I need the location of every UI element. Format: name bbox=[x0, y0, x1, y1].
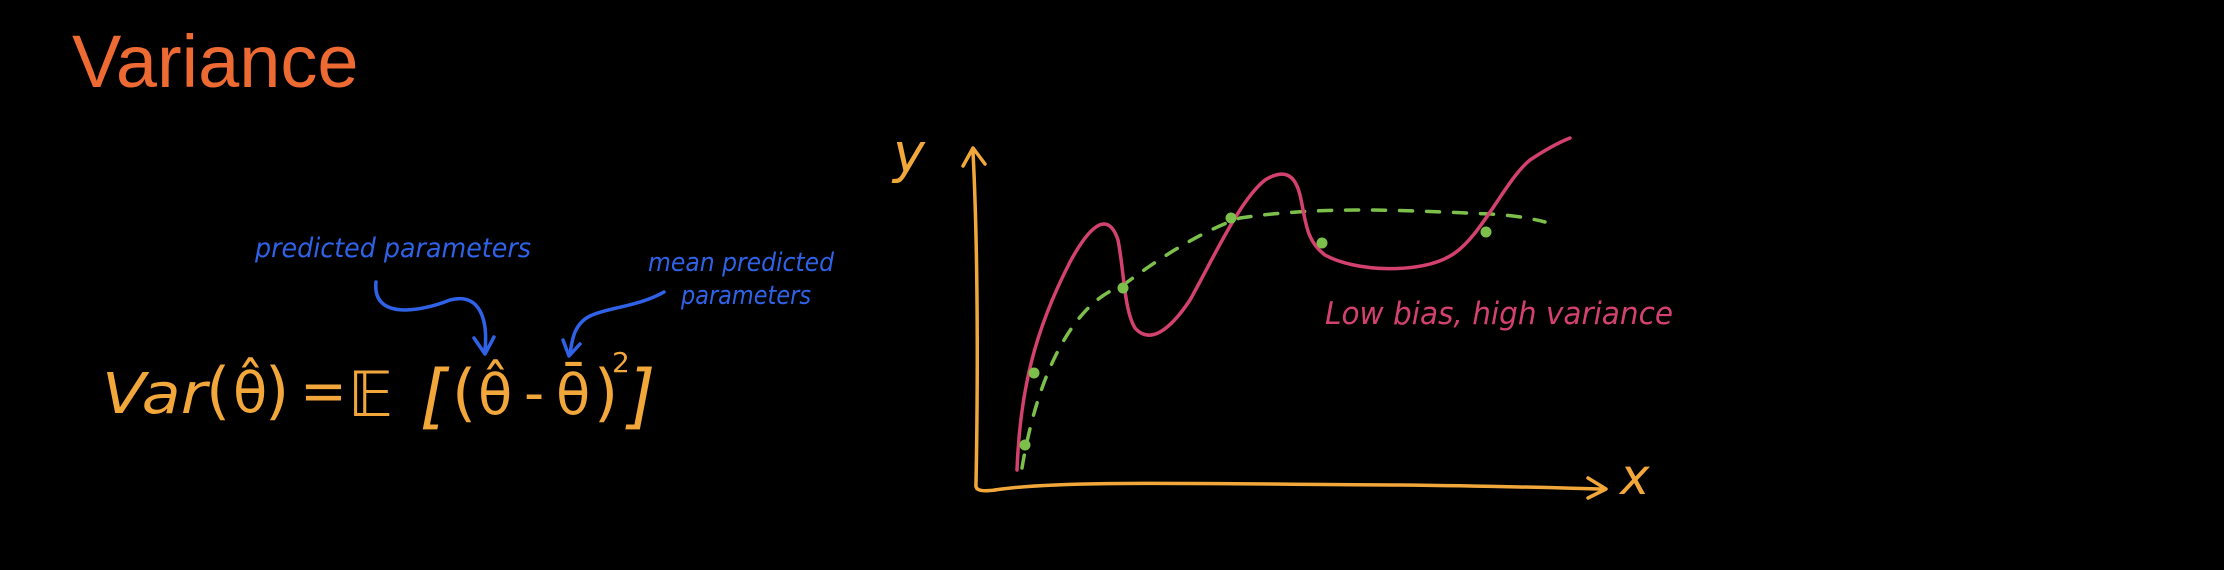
mean-predicted-arrow bbox=[568, 290, 666, 356]
mean-predicted-arrowhead bbox=[561, 338, 582, 358]
formula-lhs-close-paren: ) bbox=[265, 354, 289, 427]
data-point bbox=[1316, 237, 1328, 249]
y-axis-label: y bbox=[891, 122, 926, 185]
y-axis-arrowhead bbox=[961, 146, 987, 168]
predicted-parameters-label: predicted parameters bbox=[254, 233, 531, 264]
true-trend-dashed-curve bbox=[1020, 208, 1547, 470]
formula-theta-bar: θ̄ bbox=[556, 363, 590, 428]
formula-paren-open: ( bbox=[452, 356, 476, 429]
formula-paren-close: ) bbox=[594, 356, 618, 429]
formula-lhs-open-paren: ( bbox=[206, 354, 230, 427]
predicted-parameters-arrow bbox=[374, 280, 488, 352]
formula-exponent: 2 bbox=[612, 346, 630, 379]
slide-title: Variance bbox=[72, 20, 359, 103]
x-axis bbox=[993, 481, 1606, 492]
data-point bbox=[1028, 367, 1040, 379]
mean-predicted-label-line1: mean predicted bbox=[648, 248, 834, 278]
formula-bracket-close: ] bbox=[625, 355, 655, 437]
formula-var: Var bbox=[102, 362, 210, 427]
y-axis bbox=[971, 150, 997, 493]
predicted-parameters-arrowhead bbox=[472, 335, 496, 356]
variance-formula: Var ( θ̂ ) = 𝔼 [ ( θ̂ - θ̄ ) 2 ] bbox=[102, 346, 655, 437]
mean-predicted-label-line2: parameters bbox=[680, 281, 811, 311]
formula-bracket-open: [ bbox=[420, 355, 450, 437]
data-point bbox=[1019, 439, 1031, 451]
formula-expectation: 𝔼 bbox=[348, 358, 393, 431]
data-point bbox=[1117, 282, 1129, 294]
data-point bbox=[1225, 212, 1237, 224]
formula-equals: = bbox=[300, 359, 347, 424]
plot-caption: Low bias, high variance bbox=[1325, 296, 1673, 332]
x-axis-arrowhead bbox=[1586, 476, 1608, 500]
x-axis-label: x bbox=[1618, 448, 1650, 506]
model-fit-curve bbox=[1015, 136, 1572, 472]
bias-variance-plot: y x Low bias, high variance bbox=[891, 122, 1673, 506]
data-points bbox=[1019, 212, 1492, 451]
formula-lhs-theta-hat: θ̂ bbox=[233, 358, 267, 426]
formula-minus: - bbox=[524, 361, 544, 426]
data-point bbox=[1480, 226, 1492, 238]
formula-theta-hat: θ̂ bbox=[478, 360, 512, 428]
annotation-group: predicted parameters mean predicted para… bbox=[254, 233, 834, 358]
